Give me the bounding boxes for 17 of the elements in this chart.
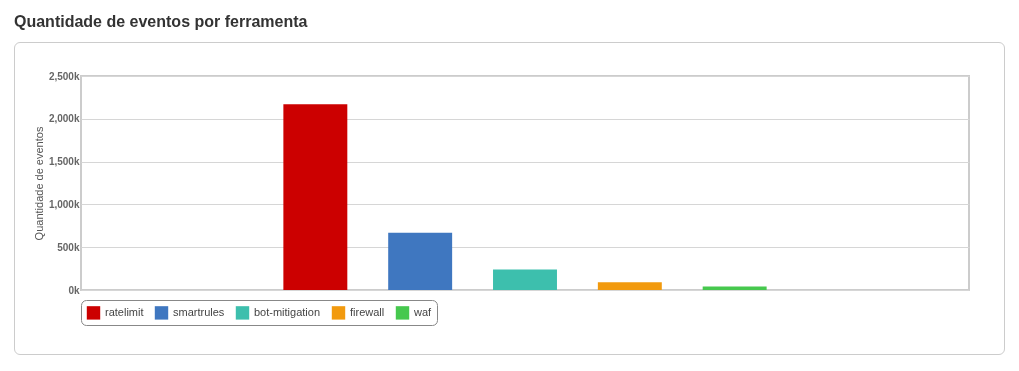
y-tick-label: 1,000k [48, 198, 80, 210]
y-tick-label: 2,500k [48, 70, 80, 82]
y-axis-title: Quantidade de eventos [32, 126, 45, 241]
legend-label: ratelimit [105, 305, 144, 318]
bar [388, 232, 453, 290]
y-tick-label: 2,000k [48, 113, 80, 125]
legend-label: smartrules [173, 305, 225, 318]
bar [283, 104, 348, 290]
bar [493, 269, 557, 290]
legend-label: firewall [350, 305, 385, 318]
y-tick-label: 1,500k [48, 156, 80, 168]
legend-label: bot-mitigation [254, 305, 321, 318]
y-tick-label: 0k [68, 284, 80, 296]
y-tick-label: 500k [57, 241, 80, 253]
legend-label: waf [413, 305, 433, 318]
bar [597, 282, 662, 290]
chart-title: Quantidade de eventos por ferramenta [14, 13, 308, 31]
